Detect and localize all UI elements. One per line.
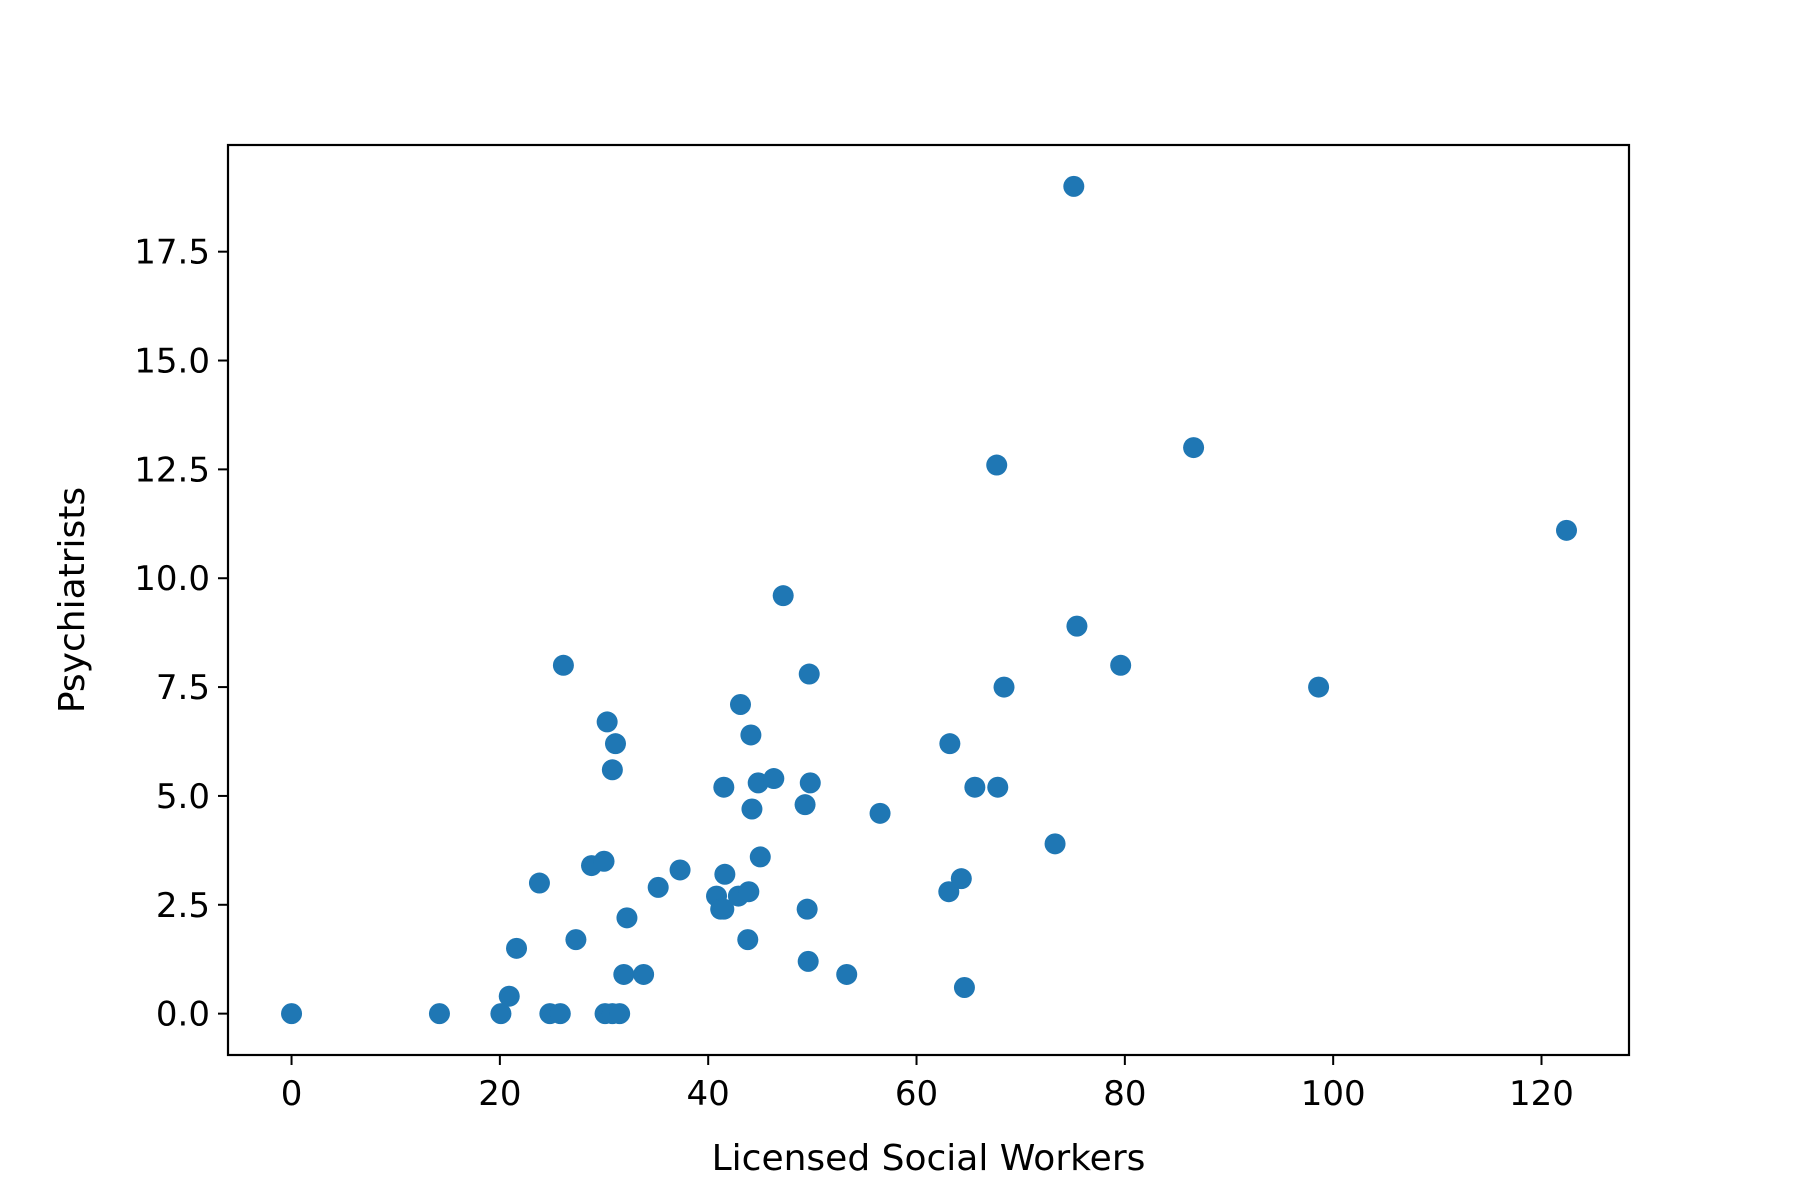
scatter-point	[796, 898, 818, 920]
scatter-point	[993, 676, 1015, 698]
y-tick-label: 5.0	[156, 777, 210, 817]
scatter-point	[1183, 437, 1205, 459]
scatter-point	[596, 711, 618, 733]
x-tick-label: 60	[895, 1074, 938, 1114]
scatter-point	[987, 776, 1009, 798]
points-layer	[281, 175, 1578, 1025]
scatter-point	[506, 937, 528, 959]
scatter-point	[738, 881, 760, 903]
scatter-point	[549, 1003, 571, 1025]
x-tick-label: 40	[687, 1074, 730, 1114]
scatter-point	[1110, 654, 1132, 676]
y-tick-label: 12.5	[134, 450, 210, 490]
scatter-point	[950, 868, 972, 890]
scatter-point	[593, 850, 615, 872]
scatter-point	[528, 872, 550, 894]
y-tick-label: 10.0	[134, 559, 210, 599]
scatter-point	[797, 950, 819, 972]
scatter-point	[552, 654, 574, 676]
y-tick-label: 7.5	[156, 668, 210, 708]
x-tick-label: 20	[478, 1074, 521, 1114]
scatter-point	[604, 733, 626, 755]
scatter-point	[740, 724, 762, 746]
y-tick-label: 2.5	[156, 886, 210, 926]
y-axis-label: Psychiatrists	[52, 487, 93, 713]
scatter-point	[836, 963, 858, 985]
scatter-point	[613, 963, 635, 985]
plot-area-frame	[226, 143, 1631, 1057]
y-tick-label: 0.0	[156, 995, 210, 1035]
scatter-point	[714, 863, 736, 885]
scatter-point	[799, 772, 821, 794]
scatter-point	[565, 929, 587, 951]
scatter-point	[763, 768, 785, 790]
x-tick-label: 0	[281, 1074, 303, 1114]
scatter-point	[1063, 175, 1085, 197]
scatter-point	[713, 898, 735, 920]
scatter-point	[1308, 676, 1330, 698]
scatter-point	[601, 759, 623, 781]
scatter-point	[609, 1003, 631, 1025]
scatter-point	[749, 846, 771, 868]
scatter-point	[741, 798, 763, 820]
scatter-point	[669, 859, 691, 881]
x-axis: 0 20 40 60 80 100 120	[281, 1055, 1574, 1114]
scatter-point	[798, 663, 820, 685]
scatter-point	[1066, 615, 1088, 637]
y-tick-label: 17.5	[134, 233, 210, 273]
scatter-point	[498, 985, 520, 1007]
scatter-point	[713, 776, 735, 798]
scatter-point	[939, 733, 961, 755]
scatter-point	[633, 963, 655, 985]
x-tick-label: 80	[1103, 1074, 1146, 1114]
scatter-point	[1556, 519, 1578, 541]
scatter-point	[953, 977, 975, 999]
scatter-point	[869, 802, 891, 824]
scatter-point	[616, 907, 638, 929]
x-tick-label: 120	[1509, 1074, 1574, 1114]
scatter-point	[729, 693, 751, 715]
scatter-point	[794, 794, 816, 816]
scatter-point	[647, 876, 669, 898]
scatter-point	[490, 1003, 512, 1025]
scatter-point	[428, 1003, 450, 1025]
scatter-point	[772, 585, 794, 607]
y-tick-label: 15.0	[134, 342, 210, 382]
y-axis: 0.0 2.5 5.0 7.5 10.0 12.5 15.0 17.5	[134, 233, 228, 1035]
scatter-point	[281, 1003, 303, 1025]
x-axis-label: Licensed Social Workers	[712, 1138, 1146, 1179]
scatter-point	[1044, 833, 1066, 855]
scatter-point	[986, 454, 1008, 476]
scatter-point	[964, 776, 986, 798]
scatter-point	[737, 929, 759, 951]
scatter-point	[938, 881, 960, 903]
x-tick-label: 100	[1301, 1074, 1366, 1114]
